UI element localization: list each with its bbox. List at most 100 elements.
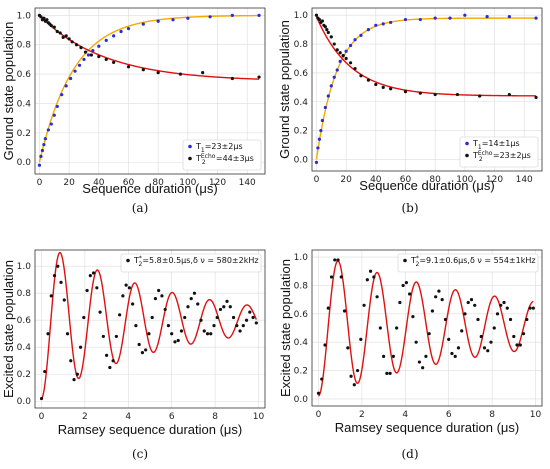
data-point-1 <box>77 63 82 67</box>
data-point-1 <box>329 275 334 279</box>
data-point-2 <box>45 18 49 22</box>
x-tick-label: 20 <box>63 178 75 188</box>
data-point-1 <box>37 163 42 167</box>
y-tick-label: 0.6 <box>17 316 32 326</box>
data-point-2 <box>74 43 79 47</box>
fit-curve-1 <box>40 251 257 400</box>
data-point-1 <box>179 329 184 333</box>
x-tick-label: 100 <box>179 178 196 188</box>
data-point-1 <box>46 128 50 132</box>
data-point-1 <box>69 359 73 363</box>
data-point-1 <box>147 332 151 336</box>
x-axis-label: Ramsey sequence duration (μs) <box>335 420 520 435</box>
legend-box <box>120 253 262 273</box>
panel-d: 0 2 4 6 8 10 0.0 0.2 0.4 0.6 0.8 1.0 T* 2=9.1±0.6μs,δ… <box>278 249 543 461</box>
data-point-1 <box>65 332 70 336</box>
data-point-1 <box>124 283 128 287</box>
data-point-1 <box>521 332 526 336</box>
data-point-1 <box>378 326 382 330</box>
data-point-1 <box>62 298 66 302</box>
plot-frame <box>34 7 266 175</box>
data-point-1 <box>111 359 115 363</box>
data-point-1 <box>186 305 190 309</box>
data-point-1 <box>91 49 95 53</box>
x-tick-label: 100 <box>456 175 473 185</box>
panel-a: 0 20 40 60 80 100 120 140 0.0 0.2 0.4 0.6 0.8 1.0 T1=2… <box>1 7 266 215</box>
data-point-1 <box>95 286 99 290</box>
y-tick-label: 0.0 <box>294 395 309 405</box>
x-tick-label: 80 <box>429 175 441 185</box>
data-point-1 <box>316 391 321 395</box>
data-point-1 <box>448 16 452 20</box>
x-tick-label: 8 <box>489 410 495 420</box>
data-point-1 <box>248 310 252 314</box>
data-point-1 <box>359 337 363 341</box>
data-point-1 <box>507 15 511 19</box>
y-tick-label: 0.4 <box>17 343 32 353</box>
data-point-1 <box>362 303 366 307</box>
data-point-1 <box>463 13 467 17</box>
data-point-1 <box>338 59 342 63</box>
data-point-1 <box>440 298 444 302</box>
data-point-1 <box>119 29 123 34</box>
data-point-1 <box>476 317 480 322</box>
data-point-1 <box>389 20 393 25</box>
y-tick-label: 0.4 <box>294 338 309 348</box>
x-tick-label: 4 <box>125 412 131 422</box>
data-point-1 <box>82 315 86 320</box>
y-tick-label: 0.2 <box>17 129 31 139</box>
data-point-2 <box>329 35 333 39</box>
data-point-1 <box>42 143 46 147</box>
data-point-1 <box>534 16 538 20</box>
data-point-1 <box>492 326 496 330</box>
x-tick-label: 0 <box>39 412 45 422</box>
data-point-1 <box>160 294 164 298</box>
data-point-1 <box>326 94 330 98</box>
data-point-1 <box>372 275 376 279</box>
data-point-1 <box>192 291 197 295</box>
data-point-1 <box>482 346 487 350</box>
data-point-1 <box>447 337 451 341</box>
data-point-1 <box>344 49 348 53</box>
panel-caption: (c) <box>132 447 148 461</box>
data-point-1 <box>108 365 112 370</box>
data-point-2 <box>70 40 74 44</box>
data-point-1 <box>382 354 386 358</box>
data-point-1 <box>196 302 200 306</box>
data-point-1 <box>98 310 102 314</box>
data-point-1 <box>88 274 92 278</box>
data-point-1 <box>112 34 116 38</box>
data-point-1 <box>254 321 258 325</box>
data-point-1 <box>82 57 86 62</box>
x-tick-label: 2 <box>82 412 88 422</box>
data-point-1 <box>173 340 177 344</box>
data-point-1 <box>352 383 356 387</box>
data-point-1 <box>153 297 158 301</box>
data-point-2 <box>112 60 116 64</box>
fit-curve-1 <box>318 260 534 397</box>
data-point-2 <box>389 87 393 91</box>
y-tick-label: 0.8 <box>17 41 32 51</box>
data-point-1 <box>55 104 59 109</box>
data-point-1 <box>218 307 223 312</box>
data-point-1 <box>456 346 461 350</box>
data-point-2 <box>507 92 511 97</box>
data-point-1 <box>43 369 47 374</box>
data-point-2 <box>201 71 205 75</box>
data-point-1 <box>199 318 203 322</box>
data-point-1 <box>144 348 148 352</box>
data-point-1 <box>202 329 206 333</box>
data-point-1 <box>320 377 324 381</box>
y-tick-label: 0.8 <box>294 40 309 50</box>
y-tick-label: 0.2 <box>294 127 308 137</box>
data-point-2 <box>97 54 101 59</box>
data-point-1 <box>401 283 405 288</box>
data-point-2 <box>104 57 108 62</box>
y-tick-label: 0.8 <box>294 281 309 291</box>
x-axis-label: Ramsey sequence duration (μs) <box>58 422 243 437</box>
data-point-1 <box>323 343 327 347</box>
x-tick-label: 80 <box>152 178 164 188</box>
data-point-1 <box>176 338 180 343</box>
data-point-1 <box>366 28 370 32</box>
